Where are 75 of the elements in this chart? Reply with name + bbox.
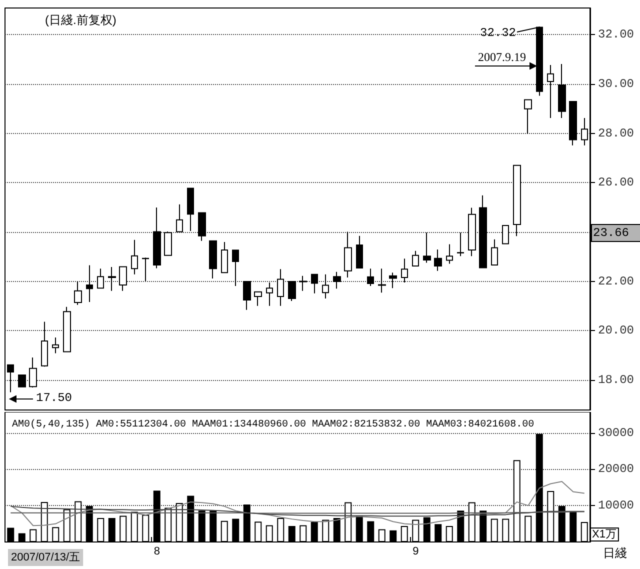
candlestick xyxy=(423,232,431,264)
candlestick xyxy=(524,99,532,134)
candlestick xyxy=(569,100,577,146)
candlestick xyxy=(221,242,228,274)
candlestick xyxy=(232,250,239,286)
x-tick-label: 8 xyxy=(154,546,160,558)
annotation: 32.32 xyxy=(480,26,516,40)
candlestick xyxy=(446,244,453,264)
candlestick xyxy=(266,282,273,306)
annotation: 17.50 xyxy=(36,391,72,405)
candlestick xyxy=(333,271,341,290)
candlestick xyxy=(322,274,329,300)
candlestick xyxy=(547,64,554,118)
y-tick-label: 30.00 xyxy=(598,76,634,91)
y-tick-label: 26.00 xyxy=(598,176,634,190)
y-tick-label: 20.00 xyxy=(598,324,634,338)
candlestick xyxy=(176,204,183,232)
candlestick xyxy=(434,248,442,272)
candlestick xyxy=(412,250,419,266)
candlestick xyxy=(288,281,296,302)
candlestick xyxy=(457,232,464,257)
chart-title: (日綫.前复权) xyxy=(45,13,116,27)
y-tick-label: 22.00 xyxy=(598,274,634,288)
candlestick xyxy=(119,266,127,292)
text: 23.66 xyxy=(591,224,640,242)
candlestick xyxy=(401,258,408,283)
y-tick-label: 10000 xyxy=(598,498,634,513)
candlestick xyxy=(311,274,318,294)
candlestick xyxy=(209,240,217,280)
candlestick xyxy=(389,272,397,289)
candlestick xyxy=(86,264,93,302)
candlestick xyxy=(254,291,262,306)
candlestick xyxy=(491,238,498,266)
candlestick xyxy=(513,164,521,237)
candlestick xyxy=(18,374,26,388)
candlestick xyxy=(536,26,543,96)
annotation: 2007.9.19 xyxy=(478,50,526,64)
candlestick xyxy=(187,188,194,232)
y-tick-label: 18.00 xyxy=(598,372,634,387)
candlestick xyxy=(41,321,48,368)
candlestick xyxy=(29,356,37,388)
line-series xyxy=(10,481,585,526)
candlestick xyxy=(153,207,161,269)
candlestick xyxy=(243,281,251,310)
candlestick xyxy=(164,230,172,256)
y-tick-label: 32.00 xyxy=(598,28,634,42)
candlestick xyxy=(52,336,59,354)
candlestick xyxy=(131,239,138,275)
candlestick xyxy=(97,268,104,289)
text: 2007/07/13/五 xyxy=(11,552,80,564)
x-tick-label: 9 xyxy=(412,546,419,558)
candlestick xyxy=(378,268,386,294)
candlestick xyxy=(299,275,307,292)
y-tick-label: 28.00 xyxy=(598,126,634,140)
candlestick xyxy=(502,225,509,245)
candlestick xyxy=(63,306,71,352)
line-series xyxy=(10,506,585,517)
candlestick xyxy=(142,257,149,282)
annotation: AM0(5,40,135) AM0:55112304.00 MAAM01:134480960.00 MAAM02:82153832.00 MAAM03:84021608.00 xyxy=(12,418,534,430)
candlestick xyxy=(344,231,352,278)
candlestick xyxy=(198,212,206,242)
candlestick xyxy=(479,194,487,268)
text: 日綫 xyxy=(603,546,627,560)
candlestick xyxy=(581,117,588,146)
candlestick xyxy=(558,63,566,118)
candlestick xyxy=(7,364,14,393)
candlestick xyxy=(356,235,363,268)
y-tick-label: 20000 xyxy=(598,462,634,476)
candlestick xyxy=(367,268,374,286)
y-axis-title: X1万 xyxy=(592,528,616,540)
y-tick-label: 30000 xyxy=(598,426,634,440)
candlestick xyxy=(74,281,82,306)
candlestick xyxy=(468,207,476,257)
candlestick xyxy=(108,266,116,292)
candlestick xyxy=(277,268,284,306)
